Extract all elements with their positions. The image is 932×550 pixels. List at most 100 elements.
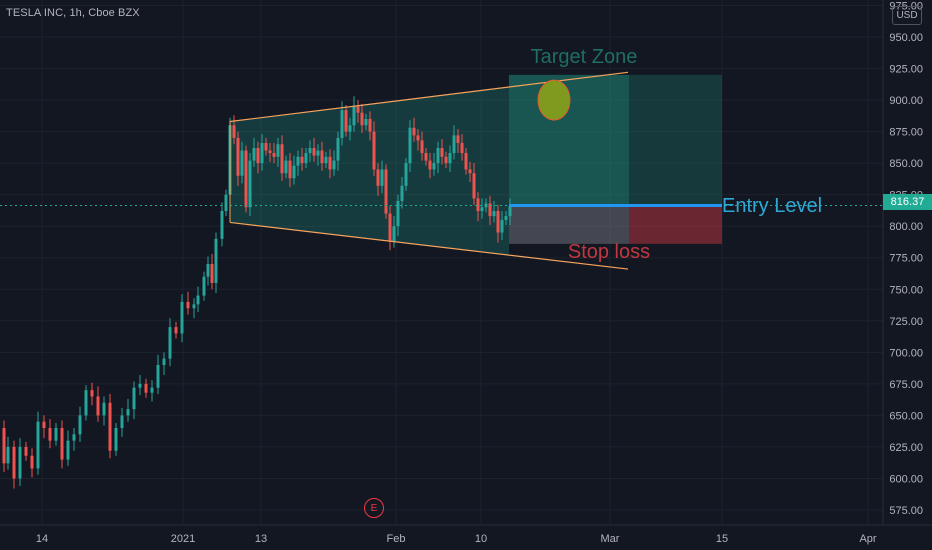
y-tick-label: 775.00	[889, 253, 923, 265]
candle-body	[192, 304, 196, 309]
candle-body	[256, 147, 260, 164]
candle-body	[120, 415, 124, 429]
candle-body	[264, 142, 268, 151]
x-tick-label: 2021	[171, 533, 195, 545]
last-price-tag: 816.37	[883, 194, 932, 210]
candle-body	[352, 106, 356, 126]
candle-body	[272, 153, 276, 157]
candle-body	[54, 428, 58, 441]
candle-body	[436, 147, 440, 164]
candle-body	[344, 110, 348, 132]
candle-body	[408, 127, 412, 164]
candle-body	[2, 428, 6, 464]
symbol-title: TESLA INC, 1h, Cboe BZX	[6, 7, 140, 19]
candle-body	[372, 131, 376, 170]
candle-body	[292, 165, 296, 179]
candle-body	[252, 147, 256, 161]
candle-body	[308, 147, 312, 154]
candle-body	[508, 206, 512, 217]
candle-body	[36, 421, 40, 469]
entry-level-label: Entry Level	[722, 195, 822, 217]
x-tick-label: Feb	[387, 533, 406, 545]
candle-body	[316, 150, 320, 156]
candle-body	[90, 390, 94, 397]
candle-body	[468, 169, 472, 174]
candle-body	[60, 428, 64, 460]
candle-body	[288, 160, 292, 179]
candle-body	[214, 238, 218, 283]
x-tick-label: 14	[36, 533, 48, 545]
candle-body	[12, 446, 16, 479]
candle-body	[196, 295, 200, 305]
x-tick-label: Mar	[601, 533, 620, 545]
candle-body	[66, 440, 70, 460]
y-tick-label: 875.00	[889, 127, 923, 139]
candle-body	[420, 140, 424, 154]
candle-body	[48, 428, 52, 441]
target-zone-fill-extended	[629, 74, 722, 207]
candle-body	[96, 396, 100, 416]
candle-body	[384, 169, 388, 214]
candle-body	[444, 156, 448, 164]
y-tick-label: 850.00	[889, 158, 923, 170]
candle-body	[424, 153, 428, 161]
y-tick-label: 925.00	[889, 64, 923, 76]
stop-zone-fill-extended	[629, 206, 722, 244]
candle-body	[24, 446, 28, 456]
candle-body	[300, 156, 304, 164]
target-zone-label: Target Zone	[531, 46, 638, 68]
candle-body	[364, 118, 368, 126]
candle-body	[432, 163, 436, 170]
y-tick-label: 700.00	[889, 347, 923, 359]
y-tick-label: 800.00	[889, 221, 923, 233]
channel-upper-line[interactable]	[229, 71, 629, 123]
candle-body	[452, 135, 456, 154]
y-tick-label: 900.00	[889, 95, 923, 107]
candle-body	[472, 173, 476, 199]
candle-body	[492, 211, 496, 217]
candle-body	[156, 364, 160, 388]
candle-body	[376, 169, 380, 186]
candle-body	[224, 194, 228, 212]
candle-body	[396, 200, 400, 227]
candle-body	[488, 203, 492, 217]
candle-body	[248, 160, 252, 208]
candle-body	[220, 211, 224, 239]
candle-body	[132, 387, 136, 410]
currency-button[interactable]: USD	[892, 6, 922, 25]
candle-body	[138, 383, 142, 388]
candle-body	[328, 156, 332, 170]
candle-body	[404, 163, 408, 186]
candle-body	[500, 219, 504, 233]
candle-body	[168, 327, 172, 359]
target-marker-ellipse[interactable]	[537, 79, 571, 121]
candle-body	[6, 446, 10, 464]
candle-body	[162, 358, 166, 365]
candle-body	[360, 112, 364, 126]
candle-body	[244, 150, 248, 208]
candle-body	[102, 402, 106, 416]
y-tick-label: 575.00	[889, 505, 923, 517]
candle-body	[416, 135, 420, 141]
candle-body	[476, 198, 480, 212]
candle-body	[496, 211, 500, 233]
candle-body	[460, 142, 464, 154]
stop-zone-fill	[509, 206, 629, 244]
candle-body	[202, 276, 206, 296]
candle-body	[412, 127, 416, 136]
channel-lower-line[interactable]	[229, 221, 629, 270]
candle-body	[232, 125, 236, 138]
candle-body	[340, 110, 344, 138]
x-tick-label: Apr	[859, 533, 876, 545]
y-tick-label: 650.00	[889, 410, 923, 422]
y-tick-label: 675.00	[889, 379, 923, 391]
earnings-marker[interactable]: E	[364, 498, 384, 518]
candle-body	[210, 264, 214, 283]
candle-body	[388, 213, 392, 242]
candle-body	[108, 402, 112, 451]
candle-body	[356, 106, 360, 113]
candle-body	[428, 160, 432, 170]
candle-body	[276, 144, 280, 157]
